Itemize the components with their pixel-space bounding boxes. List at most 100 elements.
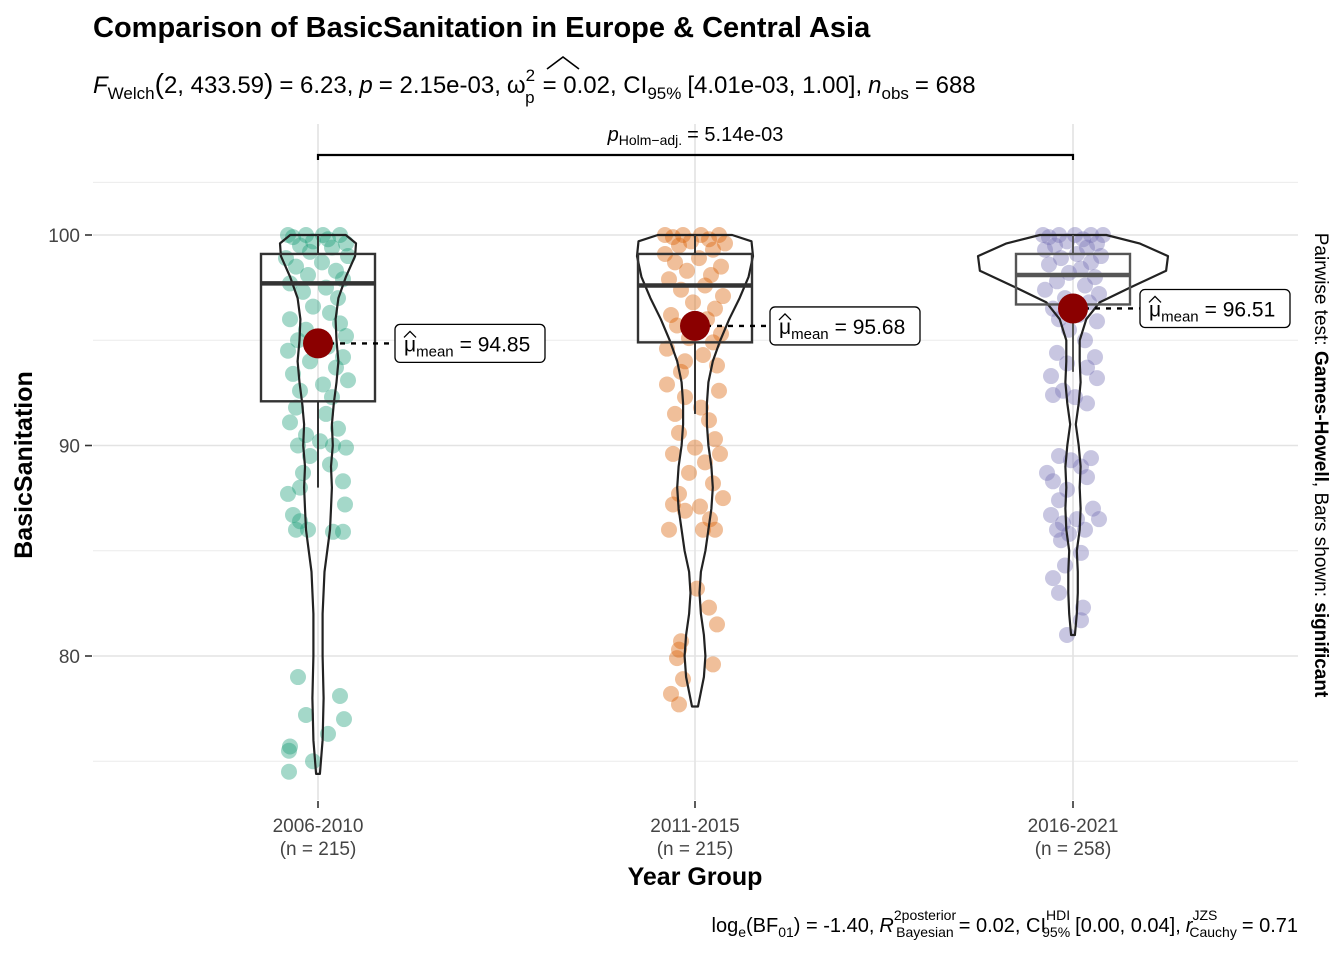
data-point xyxy=(330,420,346,437)
data-point xyxy=(1079,359,1095,376)
data-point xyxy=(295,464,311,481)
data-point xyxy=(322,456,338,473)
data-point xyxy=(295,283,311,300)
data-point xyxy=(282,414,298,431)
data-point xyxy=(324,389,340,406)
data-point xyxy=(1091,285,1107,302)
subtitle-p-symbol: p xyxy=(358,72,372,99)
data-point xyxy=(1079,239,1095,256)
data-point xyxy=(280,342,296,359)
mean-label-box xyxy=(1139,288,1291,329)
subtitle-effect-sub: p xyxy=(525,88,534,107)
box-iqr xyxy=(636,252,754,344)
data-point xyxy=(1049,344,1065,361)
data-point xyxy=(340,248,356,265)
data-point xyxy=(302,243,318,260)
mean-label-box xyxy=(769,306,921,346)
subtitle-effect-value: = 0.02, CI xyxy=(543,72,648,99)
data-point xyxy=(687,439,703,456)
y-tick-label: 80 xyxy=(59,647,80,668)
data-point xyxy=(712,445,728,462)
mean-point xyxy=(680,310,710,341)
subtitle-stat-sub: Welch xyxy=(108,84,155,103)
x-tick-label: 2006-2010 xyxy=(273,816,364,837)
data-point xyxy=(302,448,318,465)
data-point xyxy=(340,372,356,389)
data-point xyxy=(661,521,677,538)
bayes-r2-sub: Bayesian xyxy=(896,924,954,940)
data-point xyxy=(290,669,306,686)
data-point xyxy=(1053,532,1069,549)
data-point xyxy=(707,431,723,448)
data-point xyxy=(280,485,296,502)
x-tick-n-label: (n = 258) xyxy=(1035,839,1112,860)
bayes-r-sup: JZS xyxy=(1192,907,1217,923)
data-point xyxy=(288,258,304,275)
data-point xyxy=(693,399,709,416)
data-point xyxy=(288,399,304,416)
data-point xyxy=(1089,235,1105,252)
data-point xyxy=(713,258,729,275)
data-point xyxy=(1045,473,1061,490)
data-point xyxy=(703,266,719,283)
box-iqr xyxy=(259,252,377,403)
chart-title: Comparison of BasicSanitation in Europe … xyxy=(93,12,871,44)
data-point xyxy=(1087,349,1103,366)
data-point xyxy=(677,353,693,370)
data-point xyxy=(1089,313,1105,330)
mean-label: μmean = 95.68 xyxy=(779,316,905,343)
data-point xyxy=(663,685,679,702)
violin-outline xyxy=(635,233,755,708)
bracket-layer: pHolm−adj. = 5.14e-03 xyxy=(316,124,1075,160)
bayes-r-symbol: r xyxy=(1186,915,1194,937)
data-point xyxy=(285,365,301,382)
data-point xyxy=(663,306,679,323)
data-point xyxy=(659,376,675,393)
pairwise-bracket-label: pHolm−adj. = 5.14e-03 xyxy=(607,124,784,148)
violin-outline xyxy=(976,233,1170,637)
data-point xyxy=(677,389,693,406)
data-point xyxy=(1051,492,1067,509)
subtitle-n-symbol: n xyxy=(868,72,881,99)
subtitle-effect-symbol: ω xyxy=(507,72,526,99)
data-point xyxy=(1049,521,1065,538)
data-point xyxy=(671,641,687,658)
y-tick-label: 90 xyxy=(59,437,80,458)
data-point xyxy=(1061,525,1077,542)
data-point xyxy=(282,311,298,328)
data-point xyxy=(290,437,306,454)
data-point xyxy=(1051,448,1067,465)
data-point xyxy=(285,506,301,523)
bayes-log-sub: e xyxy=(738,924,746,940)
mean-label: μmean = 94.85 xyxy=(404,333,530,360)
subtitle-p-value: = 2.15e-03, xyxy=(379,72,501,99)
subtitle-stats: FWelch(2, 433.59) = 6.23, p = 2.15e-03, ω2 p =… xyxy=(93,66,976,107)
x-tick-label: 2016-2021 xyxy=(1028,816,1119,837)
data-point xyxy=(1057,557,1073,574)
bayes-bf: (BF xyxy=(746,915,778,937)
data-point xyxy=(335,473,351,490)
data-point xyxy=(298,706,314,723)
x-tick-n-label: (n = 215) xyxy=(280,839,357,860)
bayes-r2-sup-word: posterior xyxy=(902,907,957,923)
data-point xyxy=(1045,570,1061,587)
mean-label-hat xyxy=(403,330,417,338)
data-point xyxy=(1037,281,1053,298)
data-point xyxy=(705,656,721,673)
bayes-r-sub: Cauchy xyxy=(1189,924,1236,940)
data-point xyxy=(1037,241,1053,258)
data-point xyxy=(681,464,697,481)
data-point xyxy=(312,433,328,450)
data-point xyxy=(661,271,677,288)
data-point xyxy=(665,445,681,462)
data-point xyxy=(671,696,687,713)
data-point xyxy=(1077,277,1093,294)
data-point xyxy=(673,363,689,380)
data-point xyxy=(1073,260,1089,277)
violin-outline xyxy=(278,233,358,775)
data-point xyxy=(665,229,681,246)
bayes-r2-value: = 0.02, CI xyxy=(959,915,1046,937)
data-point xyxy=(1077,521,1093,538)
data-point xyxy=(282,738,298,755)
